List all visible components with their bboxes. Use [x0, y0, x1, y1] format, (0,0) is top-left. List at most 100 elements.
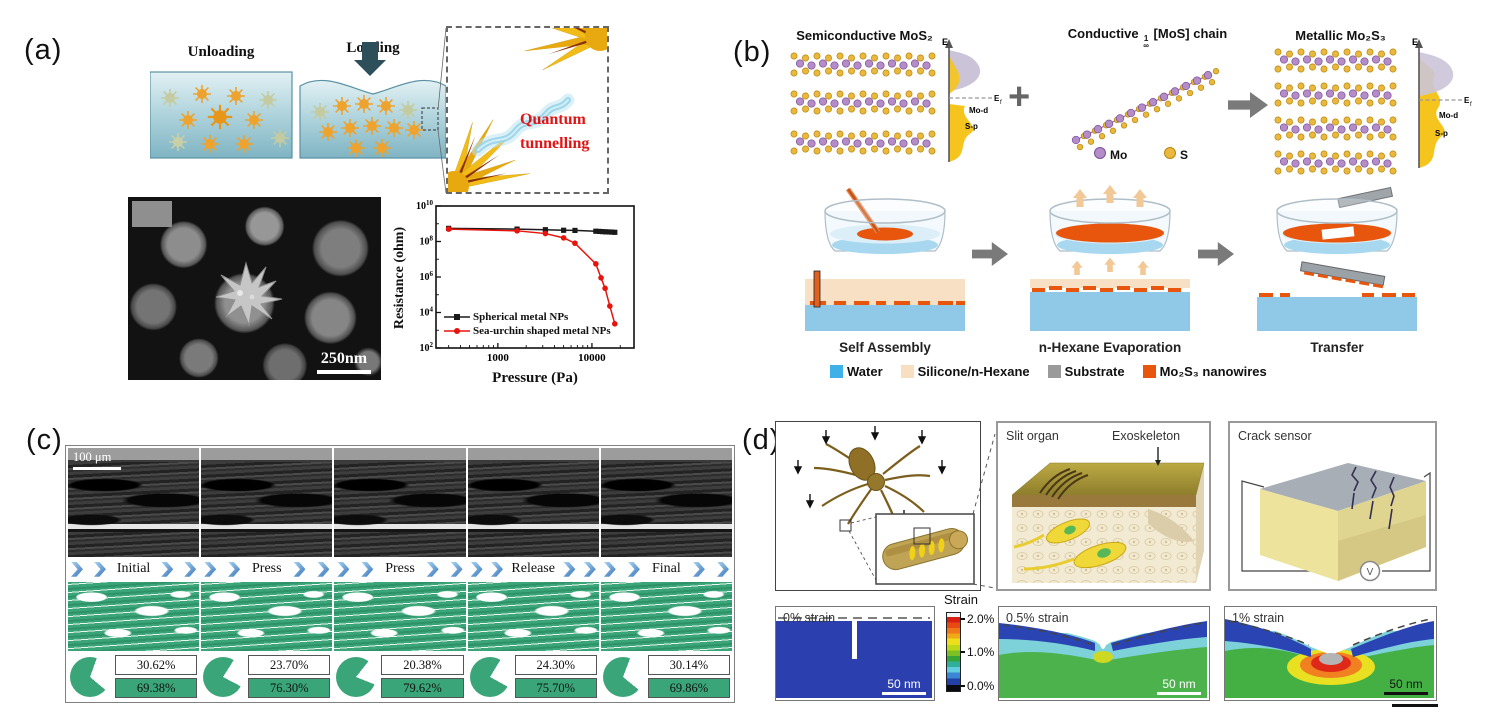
stage-label: Press — [385, 561, 415, 577]
plus-sign: + — [1008, 76, 1031, 118]
stage-arrow-row: Press — [201, 558, 333, 580]
scale-bar-line — [1157, 692, 1201, 695]
void-percentage: 23.70% — [248, 655, 331, 675]
fermi-level-subscript: f — [1000, 100, 1002, 106]
zoom-region-box — [421, 107, 439, 131]
mos-chain-structure — [1071, 68, 1220, 151]
sequence-column-initial: 100 μm Initial 30.62% 69.38% — [68, 448, 200, 700]
panel-b-label: (b) — [733, 36, 772, 68]
scale-bar-line — [1384, 692, 1428, 695]
water-swatch — [830, 365, 843, 378]
solid-percentage: 69.38% — [115, 678, 198, 698]
unloading-label: Unloading — [187, 44, 255, 60]
crack-sensor-illustration: V — [1241, 463, 1431, 582]
sequence-column-press2: Press 20.38% 79.62% — [334, 448, 466, 700]
strain-tick-mid: 1.0% — [967, 645, 995, 659]
mo-atom-legend: Mo — [1094, 146, 1127, 164]
strain-map-05pct-image — [999, 607, 1207, 698]
reaction-arrow-icon — [1228, 92, 1268, 118]
chevron-icon — [161, 561, 174, 577]
energy-axis-label: E — [1412, 37, 1418, 47]
substrate-swatch — [1047, 365, 1061, 378]
stage-arrow-row: Initial — [68, 558, 200, 580]
conductive-chain-title: Conductive 1 ∞ [MoS] chain — [1067, 26, 1228, 50]
legend-item-nanowires: Mo₂S₃ nanowires — [1142, 364, 1267, 379]
loading-unloading-schematic — [150, 27, 447, 194]
stage-label-evaporation: n-Hexane Evaporation — [1038, 340, 1182, 355]
crack-sensor-box: V Crack sensor — [1228, 421, 1437, 591]
x-axis-label: Pressure (Pa) — [492, 370, 578, 386]
chevron-icon — [692, 561, 705, 577]
scale-bar: 50 nm — [1384, 678, 1428, 695]
legend-item-silicone: Silicone/n-Hexane — [900, 364, 1030, 379]
crack-sensor-label: Crack sensor — [1238, 429, 1312, 443]
chevron-icon — [563, 561, 576, 577]
legend-entry-sea-urchin: Sea-urchin shaped metal NPs — [444, 324, 611, 338]
metallic-mo2s3-title: Metallic Mo₂S₃ — [1295, 28, 1386, 43]
extra-scale-bar-line — [1392, 704, 1438, 707]
slit-organ-label: Slit organ — [1006, 429, 1059, 443]
solid-percentage: 76.30% — [248, 678, 331, 698]
semiconductive-mos2-title: Semiconductive MoS₂ — [796, 28, 933, 43]
nanowires-swatch — [1142, 365, 1156, 378]
voltmeter-icon — [1359, 560, 1381, 582]
porosity-pie-chart — [336, 656, 377, 697]
chevron-icon — [627, 561, 640, 577]
chevron-icon — [337, 561, 350, 577]
chevron-icon — [603, 561, 616, 577]
slit-organ-box: Slit organ Exoskeleton — [996, 421, 1211, 591]
sem-spiky-particle — [215, 261, 283, 327]
chevron-icon — [228, 561, 241, 577]
energy-axis-label: E — [942, 37, 948, 47]
solid-percentage: 79.62% — [381, 678, 464, 698]
chevron-icon — [93, 561, 106, 577]
panel-c-label: (c) — [26, 424, 63, 456]
tick-mark — [960, 651, 965, 653]
porosity-stats: 30.62% 69.38% — [68, 653, 200, 700]
void-percentage: 30.14% — [647, 655, 731, 675]
chevron-icon — [317, 561, 330, 577]
mo-d-label: Mo-d — [969, 106, 988, 115]
svg-text:10000: 10000 — [578, 352, 606, 364]
sem-image-sea-urchin-nps: 250nm — [128, 197, 381, 380]
sem-scale-bar: 250nm — [317, 350, 371, 374]
compression-sequence-grid: 100 μm Initial 30.62% 69.38% Press — [65, 445, 735, 703]
stage-label: Final — [652, 561, 681, 577]
solid-percentage: 75.70% — [514, 678, 597, 698]
chevron-icon — [450, 561, 463, 577]
chevron-icon — [426, 561, 439, 577]
strain-colorbar-gradient — [946, 612, 961, 692]
porosity-stats: 23.70% 76.30% — [201, 653, 333, 700]
infinity-notation: 1 ∞ — [1143, 34, 1149, 50]
chevron-icon — [491, 561, 504, 577]
strain-colorbar: Strain 2.0% 1.0% 0.0% — [938, 592, 998, 704]
void-percentage: 20.38% — [381, 655, 464, 675]
void-percentage: 30.62% — [115, 655, 198, 675]
stage-arrow-row: Press — [334, 558, 466, 580]
porosity-pie-chart — [203, 656, 244, 697]
stage-label: Initial — [116, 561, 151, 577]
binarized-image — [68, 581, 200, 651]
svg-text:108: 108 — [420, 235, 434, 248]
legend-item-water: Water — [830, 364, 883, 379]
spider-illustration-box — [775, 421, 981, 591]
scale-bar-line — [317, 370, 371, 374]
porosity-stats: 20.38% 79.62% — [334, 653, 466, 700]
strain-map-label: 0.5% strain — [1006, 611, 1069, 625]
mos2-crystal-structure — [790, 52, 936, 155]
porosity-stats: 24.30% 75.70% — [467, 653, 599, 700]
chevron-icon — [470, 561, 483, 577]
sem-cross-section-image: 100 μm — [68, 448, 200, 557]
quantum-tunnelling-label: Quantum tunnelling — [520, 111, 590, 152]
crack-lines — [1351, 466, 1395, 530]
strain-tick-top: 2.0% — [967, 612, 995, 626]
dos-diagram-metallic: E E f Mo-d S-p — [1412, 37, 1472, 168]
chevron-icon — [71, 561, 83, 577]
strain-map-0pct-image — [776, 617, 932, 698]
chart-legend: Spherical metal NPs Sea-urchin shaped me… — [444, 310, 611, 338]
stage-label: Release — [511, 561, 555, 577]
s-atom-legend: S — [1164, 146, 1188, 164]
s-p-label: S-p — [1435, 129, 1448, 138]
strain-map-05pct: 0.5% strain 50 nm — [998, 606, 1210, 701]
